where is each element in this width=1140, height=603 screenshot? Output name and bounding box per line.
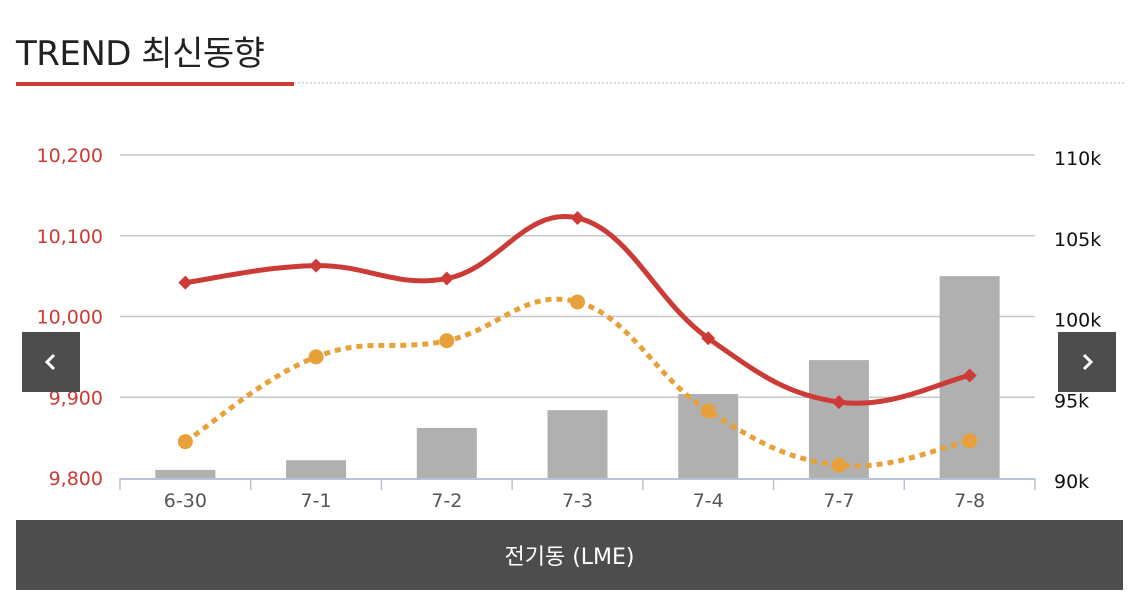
bar <box>286 460 347 478</box>
circle-marker <box>831 457 847 473</box>
y-right-tick-label: 100k <box>1054 310 1101 332</box>
chevron-right-icon <box>1082 353 1094 371</box>
diamond-marker <box>701 331 716 346</box>
circle-marker <box>570 294 585 310</box>
prev-button[interactable] <box>22 332 80 392</box>
diamond-marker <box>831 395 846 410</box>
circle-marker <box>700 403 716 419</box>
x-tick-label: 7-4 <box>693 490 724 512</box>
chevron-left-icon <box>44 353 56 371</box>
y-left-tick-label: 9,800 <box>49 468 103 490</box>
footer-bar: 전기동 (LME) <box>16 520 1123 590</box>
title-underline <box>16 82 294 86</box>
diamond-marker <box>962 368 977 383</box>
y-right-tick-label: 90k <box>1054 471 1089 493</box>
bar <box>416 427 477 478</box>
y-left-tick-label: 10,000 <box>37 307 103 329</box>
circle-marker <box>177 434 193 450</box>
x-tick-label: 7-3 <box>562 490 593 512</box>
circle-marker <box>439 333 455 349</box>
next-button[interactable] <box>1058 332 1116 392</box>
circle-marker <box>962 433 978 449</box>
footer-label: 전기동 (LME) <box>504 545 635 570</box>
diamond-marker <box>178 275 193 290</box>
circle-marker <box>308 349 324 365</box>
diamond-marker <box>439 271 454 286</box>
bar <box>155 469 216 478</box>
x-tick-label: 7-1 <box>301 490 332 512</box>
title-divider <box>294 82 1124 84</box>
diamond-marker <box>570 210 585 225</box>
x-tick-label: 7-7 <box>823 490 854 512</box>
y-right-tick-label: 95k <box>1054 390 1089 412</box>
y-left-tick-label: 10,200 <box>37 145 103 167</box>
y-right-tick-label: 105k <box>1054 229 1101 251</box>
y-left-tick-label: 10,100 <box>37 226 103 248</box>
bar <box>547 410 608 478</box>
trend-chart: 6-30 7-1 7-2 7-3 7-4 7-7 7-8 9,800 9,900 10,000 1… <box>37 145 1102 512</box>
x-tick-label: 7-2 <box>431 490 462 512</box>
x-tick-label: 7-8 <box>954 490 985 512</box>
page-title: TREND 최신동향 <box>16 34 265 74</box>
y-right-tick-label: 110k <box>1054 148 1101 170</box>
y-left-tick-label: 9,900 <box>49 387 103 409</box>
diamond-marker <box>309 258 324 273</box>
x-tick-label: 6-30 <box>164 490 207 512</box>
